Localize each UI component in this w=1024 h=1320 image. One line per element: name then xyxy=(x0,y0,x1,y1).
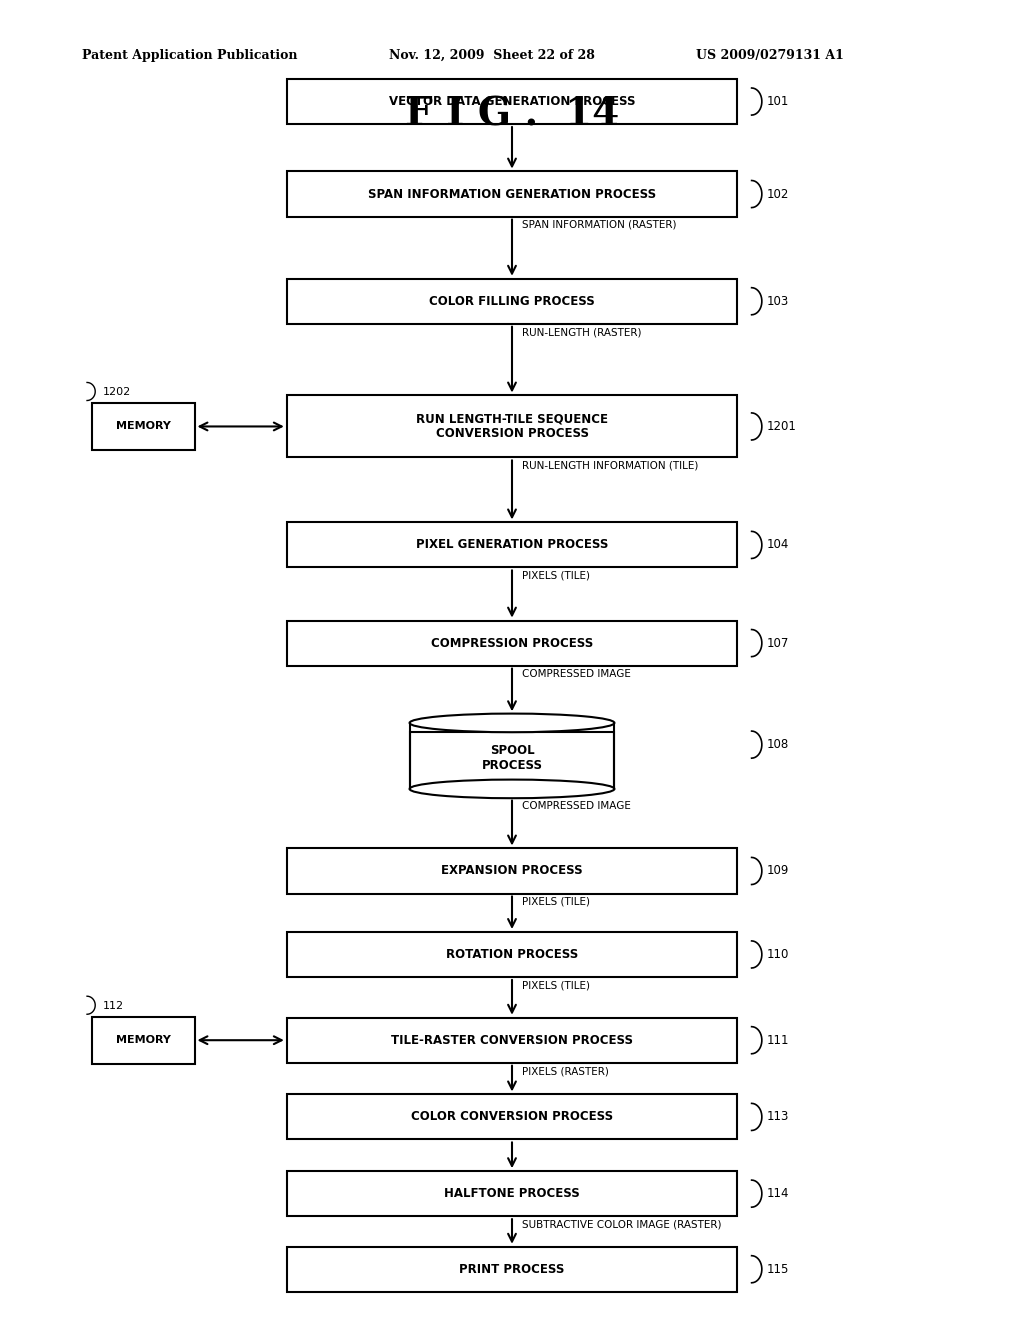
Text: PIXEL GENERATION PROCESS: PIXEL GENERATION PROCESS xyxy=(416,539,608,552)
Text: 111: 111 xyxy=(767,1034,790,1047)
Text: RUN LENGTH-TILE SEQUENCE
CONVERSION PROCESS: RUN LENGTH-TILE SEQUENCE CONVERSION PROC… xyxy=(416,412,608,441)
Text: US 2009/0279131 A1: US 2009/0279131 A1 xyxy=(696,49,844,62)
Text: COMPRESSION PROCESS: COMPRESSION PROCESS xyxy=(431,636,593,649)
Text: TILE-RASTER CONVERSION PROCESS: TILE-RASTER CONVERSION PROCESS xyxy=(391,1034,633,1047)
FancyBboxPatch shape xyxy=(287,172,737,216)
Text: EXPANSION PROCESS: EXPANSION PROCESS xyxy=(441,865,583,878)
Text: Patent Application Publication: Patent Application Publication xyxy=(82,49,297,62)
FancyBboxPatch shape xyxy=(287,932,737,977)
FancyBboxPatch shape xyxy=(287,79,737,124)
Text: MEMORY: MEMORY xyxy=(116,1035,171,1045)
Ellipse shape xyxy=(410,780,614,799)
Text: 104: 104 xyxy=(767,539,790,552)
Text: COMPRESSED IMAGE: COMPRESSED IMAGE xyxy=(522,801,631,810)
Text: COLOR FILLING PROCESS: COLOR FILLING PROCESS xyxy=(429,294,595,308)
Text: 101: 101 xyxy=(767,95,790,108)
FancyBboxPatch shape xyxy=(287,849,737,894)
FancyBboxPatch shape xyxy=(287,1246,737,1292)
Text: COLOR CONVERSION PROCESS: COLOR CONVERSION PROCESS xyxy=(411,1110,613,1123)
Text: RUN-LENGTH (RASTER): RUN-LENGTH (RASTER) xyxy=(522,327,642,337)
Text: COMPRESSED IMAGE: COMPRESSED IMAGE xyxy=(522,669,631,678)
Text: PIXELS (TILE): PIXELS (TILE) xyxy=(522,981,590,990)
Text: 110: 110 xyxy=(767,948,790,961)
FancyBboxPatch shape xyxy=(287,523,737,568)
Text: RUN-LENGTH INFORMATION (TILE): RUN-LENGTH INFORMATION (TILE) xyxy=(522,461,698,471)
Text: HALFTONE PROCESS: HALFTONE PROCESS xyxy=(444,1187,580,1200)
FancyBboxPatch shape xyxy=(287,1094,737,1139)
Text: 109: 109 xyxy=(767,865,790,878)
Bar xyxy=(410,733,614,789)
Text: PIXELS (RASTER): PIXELS (RASTER) xyxy=(522,1067,609,1076)
FancyBboxPatch shape xyxy=(287,620,737,665)
Text: 108: 108 xyxy=(767,738,790,751)
FancyBboxPatch shape xyxy=(287,279,737,323)
Text: 102: 102 xyxy=(767,187,790,201)
Text: PIXELS (TILE): PIXELS (TILE) xyxy=(522,570,590,581)
Text: SPAN INFORMATION (RASTER): SPAN INFORMATION (RASTER) xyxy=(522,220,677,230)
Text: Nov. 12, 2009  Sheet 22 of 28: Nov. 12, 2009 Sheet 22 of 28 xyxy=(389,49,595,62)
Text: VECTOR DATA GENERATION PROCESS: VECTOR DATA GENERATION PROCESS xyxy=(389,95,635,108)
Text: PIXELS (TILE): PIXELS (TILE) xyxy=(522,896,590,907)
Text: 114: 114 xyxy=(767,1187,790,1200)
Text: 103: 103 xyxy=(767,294,790,308)
Text: 1202: 1202 xyxy=(102,387,131,397)
FancyBboxPatch shape xyxy=(92,403,195,450)
FancyBboxPatch shape xyxy=(287,1018,737,1063)
Text: SPAN INFORMATION GENERATION PROCESS: SPAN INFORMATION GENERATION PROCESS xyxy=(368,187,656,201)
Text: 113: 113 xyxy=(767,1110,790,1123)
Text: 115: 115 xyxy=(767,1263,790,1275)
Text: ROTATION PROCESS: ROTATION PROCESS xyxy=(445,948,579,961)
FancyBboxPatch shape xyxy=(287,396,737,458)
Text: SUBTRACTIVE COLOR IMAGE (RASTER): SUBTRACTIVE COLOR IMAGE (RASTER) xyxy=(522,1220,722,1230)
Text: MEMORY: MEMORY xyxy=(116,421,171,432)
Text: 1201: 1201 xyxy=(767,420,797,433)
FancyBboxPatch shape xyxy=(287,1171,737,1216)
Text: 107: 107 xyxy=(767,636,790,649)
Ellipse shape xyxy=(410,714,614,733)
Text: 112: 112 xyxy=(102,1001,124,1011)
FancyBboxPatch shape xyxy=(92,1016,195,1064)
Text: SPOOL
PROCESS: SPOOL PROCESS xyxy=(481,743,543,772)
Text: PRINT PROCESS: PRINT PROCESS xyxy=(460,1263,564,1275)
Text: F I G .  14: F I G . 14 xyxy=(404,95,620,133)
